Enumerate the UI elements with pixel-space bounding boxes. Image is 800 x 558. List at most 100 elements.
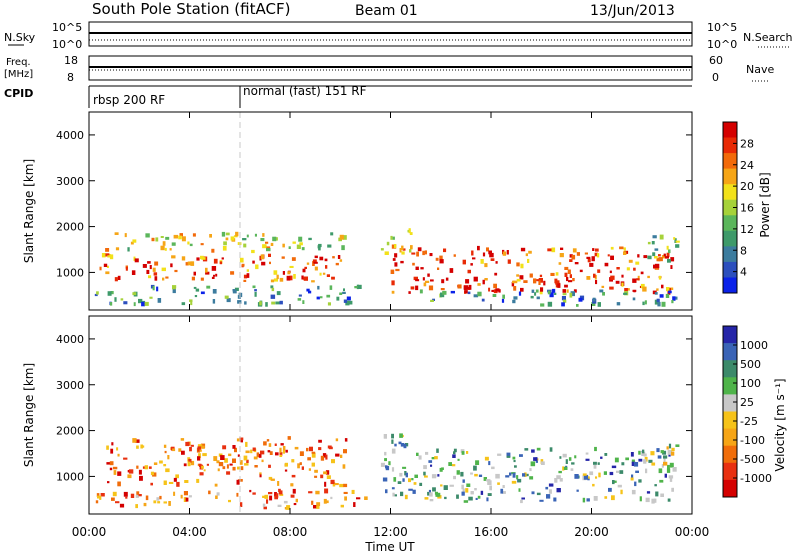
range-gate-cell — [461, 451, 465, 455]
y-tick-label: 1000 — [56, 470, 84, 483]
range-gate-cell — [411, 478, 414, 481]
range-gate-cell — [561, 302, 565, 307]
range-gate-cell — [571, 254, 576, 260]
range-gate-cell — [215, 273, 218, 277]
range-gate-cell — [394, 253, 398, 258]
range-gate-cell — [262, 244, 267, 249]
range-gate-cell — [292, 241, 296, 244]
range-gate-cell — [237, 454, 240, 457]
range-gate-cell — [675, 240, 680, 243]
range-gate-cell — [192, 233, 196, 237]
range-gate-cell — [564, 266, 569, 270]
range-gate-cell — [181, 450, 185, 455]
range-gate-cell — [256, 452, 260, 458]
range-gate-cell — [384, 251, 389, 255]
range-gate-cell — [667, 259, 671, 263]
range-gate-cell — [222, 445, 227, 450]
range-gate-cell — [164, 450, 167, 454]
range-gate-cell — [342, 464, 346, 469]
range-gate-cell — [634, 481, 637, 487]
range-gate-cell — [585, 452, 589, 455]
range-gate-cell — [258, 453, 262, 458]
range-gate-cell — [651, 462, 656, 466]
colorbar-segment — [723, 411, 737, 430]
range-gate-cell — [394, 494, 397, 497]
range-gate-cell — [595, 476, 598, 479]
range-gate-cell — [312, 259, 317, 263]
range-gate-cell — [181, 302, 186, 306]
range-gate-cell — [592, 483, 595, 487]
range-gate-cell — [556, 488, 561, 493]
range-gate-cell — [553, 497, 557, 502]
range-gate-cell — [495, 473, 500, 479]
range-gate-cell — [591, 302, 596, 306]
range-gate-cell — [439, 259, 444, 264]
range-gate-cell — [667, 464, 670, 470]
range-gate-cell — [334, 483, 339, 486]
range-gate-cell — [635, 261, 640, 265]
range-gate-cell — [308, 491, 313, 494]
range-gate-cell — [423, 282, 427, 287]
range-gate-cell — [591, 256, 595, 262]
range-gate-cell — [439, 255, 443, 261]
range-gate-cell — [436, 448, 439, 453]
range-gate-cell — [279, 452, 283, 456]
range-gate-cell — [671, 487, 674, 492]
range-gate-cell — [353, 502, 356, 507]
range-gate-cell — [475, 497, 478, 500]
range-gate-cell — [513, 296, 518, 300]
range-gate-cell — [279, 277, 284, 282]
colorbar-tick-label: -500 — [740, 453, 765, 466]
range-gate-cell — [325, 470, 330, 475]
range-gate-cell — [198, 463, 202, 467]
range-gate-cell — [482, 279, 485, 285]
range-gate-cell — [642, 301, 645, 306]
colorbar-segment — [723, 479, 737, 498]
range-gate-cell — [107, 291, 112, 296]
range-gate-cell — [208, 490, 211, 495]
range-gate-cell — [668, 443, 672, 449]
range-gate-cell — [343, 483, 348, 488]
range-gate-cell — [391, 280, 395, 286]
range-gate-cell — [189, 299, 193, 302]
range-gate-cell — [147, 261, 151, 264]
range-gate-cell — [132, 292, 137, 296]
range-gate-cell — [611, 495, 615, 501]
range-gate-cell — [274, 492, 277, 497]
range-gate-cell — [224, 295, 229, 299]
range-gate-cell — [174, 269, 178, 273]
range-gate-cell — [609, 286, 614, 290]
range-gate-cell — [417, 247, 422, 252]
range-gate-cell — [114, 277, 118, 282]
range-gate-cell — [462, 479, 465, 483]
colorbar-segment — [723, 261, 737, 278]
x-tick-label: 04:00 — [172, 525, 207, 539]
range-gate-cell — [115, 247, 120, 251]
range-gate-cell — [617, 484, 622, 488]
range-gate-cell — [604, 496, 608, 499]
range-gate-cell — [562, 289, 566, 293]
range-gate-cell — [489, 252, 494, 258]
range-gate-cell — [495, 288, 500, 292]
range-gate-cell — [516, 262, 520, 267]
range-gate-cell — [391, 439, 394, 444]
nsearch-label: N.Search — [743, 31, 793, 44]
range-gate-cell — [117, 453, 120, 457]
range-gate-cell — [141, 301, 145, 307]
range-gate-cell — [125, 496, 128, 499]
range-gate-cell — [415, 285, 419, 291]
range-gate-cell — [608, 487, 612, 492]
range-gate-cell — [489, 485, 492, 491]
range-gate-cell — [296, 244, 301, 249]
range-gate-cell — [621, 462, 625, 466]
range-gate-cell — [323, 498, 327, 504]
range-gate-cell — [226, 298, 231, 303]
range-gate-cell — [308, 237, 312, 241]
range-gate-cell — [509, 472, 512, 476]
range-gate-cell — [319, 272, 322, 276]
range-gate-cell — [453, 448, 457, 453]
range-gate-cell — [525, 253, 528, 257]
range-gate-cell — [589, 471, 594, 476]
range-gate-cell — [549, 447, 553, 452]
range-gate-cell — [437, 267, 440, 270]
